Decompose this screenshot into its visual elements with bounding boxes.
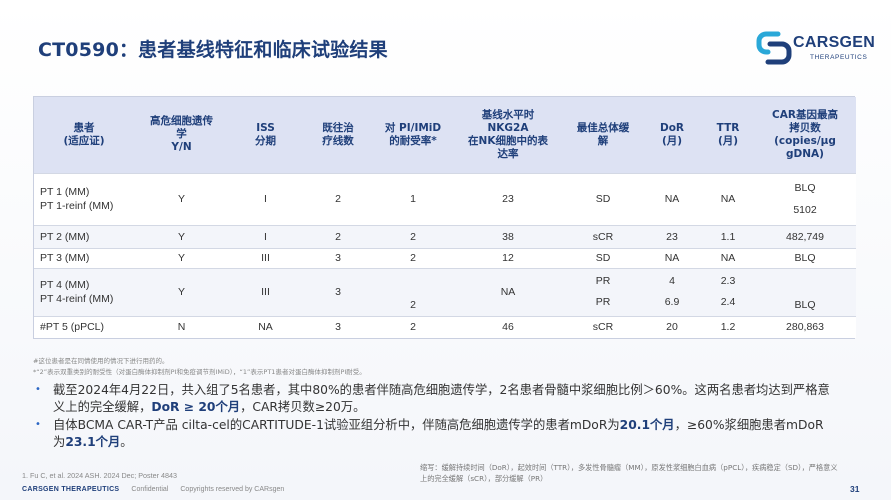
company-logo: CARSGEN THERAPEUTICS xyxy=(756,30,875,70)
footnote-compassionate: #这位患者是在同情使用的情况下进行用药的。 xyxy=(33,357,169,365)
cell: NA xyxy=(702,247,754,268)
bullet-item: • 截至2024年4月22日，共入组了5名患者，其中80%的患者伴随高危细胞遗传… xyxy=(35,383,830,414)
header-nkg2a: 基线水平时 NKG2A 在NK细胞中的表 达率 xyxy=(468,108,548,160)
table-header-row: 患者 (适应证) 高危细胞遗传学 Y/N ISS 分期 既往治 疗线数 对 PI/IMi… xyxy=(34,97,856,173)
cell: 1 xyxy=(374,172,452,225)
header-dor: DoR (月) xyxy=(659,121,684,147)
footnote-tolerance: *“2”表示双重类别的耐受性（对蛋白酶体抑制剂PI和免疫调节剂IMiD），“1”… xyxy=(33,368,366,376)
cell: 1.1 xyxy=(702,224,754,248)
bullet-dot-icon: • xyxy=(35,384,41,395)
cell: 23 xyxy=(642,224,702,248)
cell: I xyxy=(229,172,302,225)
cell: BLQ xyxy=(754,247,856,268)
cell: 3 xyxy=(302,247,374,268)
header-iss: ISS 分期 xyxy=(255,121,276,147)
table-row: #PT 5 (pPCL) N NA 3 2 46 sCR 20 1.2 280,… xyxy=(34,315,856,338)
patient-cell: PT 2 (MM) xyxy=(34,224,134,248)
cell: SD xyxy=(564,172,642,225)
logo-name: CARSGEN xyxy=(793,34,876,51)
cell: 46 xyxy=(452,315,564,338)
cell: N xyxy=(134,315,229,338)
cell: 23 xyxy=(452,172,564,225)
reference: 1. Fu C, et al. 2024 ASH. 2024 Dec; Post… xyxy=(22,471,178,480)
abbreviations-note: 缩写：缓解持续时间（DoR），起效时间（TTR），多发性骨髓瘤（MM），原发性浆… xyxy=(420,463,838,483)
header-patient: 患者 (适应证) xyxy=(63,121,105,147)
cell: BLQ xyxy=(754,267,856,316)
cell: 280,863 xyxy=(754,315,856,338)
page-number: 31 xyxy=(850,484,860,494)
cell: 2 xyxy=(374,267,452,316)
patient-cell: PT 1 (MM) PT 1-reinf (MM) xyxy=(34,172,134,225)
cell: NA xyxy=(702,172,754,225)
footer-copyright: Copyrights reserved by CARsgen xyxy=(180,486,285,493)
cell: Y xyxy=(134,247,229,268)
summary-bullets: • 截至2024年4月22日，共入组了5名患者，其中80%的患者伴随高危细胞遗传… xyxy=(33,382,833,452)
patient-cell: PT 3 (MM) xyxy=(34,247,134,268)
footer-brand: CARSGEN THERAPEUTICS xyxy=(22,486,120,493)
cell: 3 xyxy=(302,315,374,338)
header-car-copies: CAR基因最高 拷贝数 (copies/μg gDNA) xyxy=(772,108,838,160)
cell: 2 xyxy=(374,224,452,248)
footer-confidential: Confidential xyxy=(131,486,169,493)
cell: BLQ 5102 xyxy=(754,172,856,225)
cell: sCR xyxy=(564,315,642,338)
cell: 12 xyxy=(452,247,564,268)
cell: NA xyxy=(642,172,702,225)
header-prior-lines: 既往治 疗线数 xyxy=(322,121,354,147)
cell: NA xyxy=(642,247,702,268)
logo-subtitle: THERAPEUTICS xyxy=(810,54,868,61)
cell: SD xyxy=(564,247,642,268)
cell: Y xyxy=(134,267,229,316)
cell: 38 xyxy=(452,224,564,248)
footer: CARSGEN THERAPEUTICS Confidential Copyri… xyxy=(22,486,284,493)
cell: 2 xyxy=(374,247,452,268)
cell: I xyxy=(229,224,302,248)
cell: PR PR xyxy=(564,267,642,316)
bullet-item: • 自体BCMA CAR-T产品 cilta-cel的CARTITUDE-1试验… xyxy=(35,418,824,449)
cell: 2 xyxy=(302,224,374,248)
header-ttr: TTR (月) xyxy=(716,121,740,147)
cell: 20 xyxy=(642,315,702,338)
carsgen-logo-icon xyxy=(756,31,792,65)
cell: sCR xyxy=(564,224,642,248)
patient-cell: #PT 5 (pPCL) xyxy=(34,315,134,338)
cell: 2.3 2.4 xyxy=(702,267,754,316)
results-table: 患者 (适应证) 高危细胞遗传学 Y/N ISS 分期 既往治 疗线数 对 PI/IMi… xyxy=(33,96,856,339)
table-row: PT 4 (MM) PT 4-reinf (MM) Y III 3 2 NA PR… xyxy=(34,267,856,316)
cell: 482,749 xyxy=(754,224,856,248)
cell: Y xyxy=(134,224,229,248)
cell: III xyxy=(229,247,302,268)
cell: NA xyxy=(229,315,302,338)
cell: 2 xyxy=(374,315,452,338)
page-title: CT0590：患者基线特征和临床试验结果 xyxy=(38,39,388,61)
header-risk: 高危细胞遗传学 Y/N xyxy=(150,115,213,154)
table-row: PT 3 (MM) Y III 3 2 12 SD NA NA BLQ xyxy=(34,247,856,268)
cell: 4 6.9 xyxy=(642,267,702,316)
cell: NA xyxy=(452,267,564,316)
table-row: PT 1 (MM) PT 1-reinf (MM) Y I 2 1 23 SD N… xyxy=(34,172,856,225)
cell: 2 xyxy=(302,172,374,225)
header-pi-imid: 对 PI/IMiD 的耐受率* xyxy=(384,121,442,147)
table-row: PT 2 (MM) Y I 2 2 38 sCR 23 1.1 482,749 xyxy=(34,224,856,248)
cell: Y xyxy=(134,172,229,225)
cell: 1.2 xyxy=(702,315,754,338)
patient-cell: PT 4 (MM) PT 4-reinf (MM) xyxy=(34,267,134,316)
bullet-dot-icon: • xyxy=(35,419,41,430)
cell: III xyxy=(229,267,302,316)
header-bor: 最佳总体缓解 xyxy=(576,121,630,147)
cell: 3 xyxy=(302,267,374,316)
